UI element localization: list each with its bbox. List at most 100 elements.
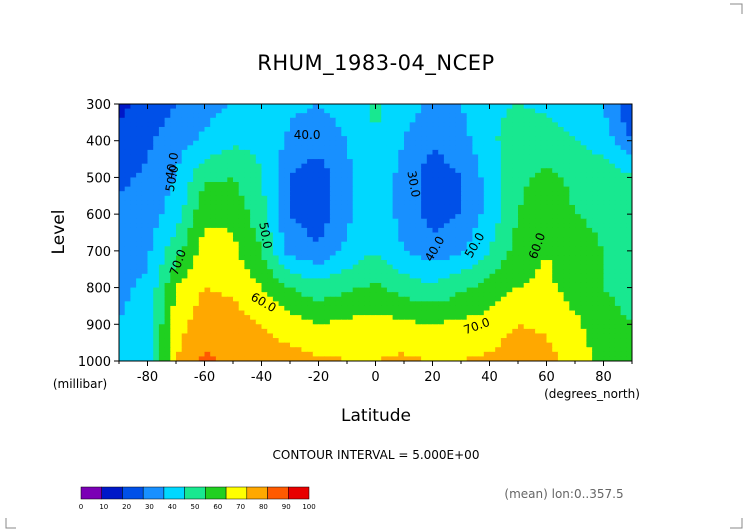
contour-cell [210, 324, 217, 330]
contour-cell [352, 310, 359, 316]
contour-cell [272, 195, 280, 201]
contour-cell [426, 319, 434, 325]
contour-cell [392, 278, 399, 284]
contour-cell [506, 296, 513, 302]
contour-cell [181, 182, 188, 188]
contour-cell [369, 273, 377, 279]
contour-cell [569, 172, 576, 179]
contour-cell [369, 232, 377, 238]
contour-cell [597, 149, 605, 156]
contour-cell [290, 200, 297, 206]
contour-cell [352, 356, 359, 361]
contour-cell [318, 260, 325, 266]
contour-cell [426, 305, 434, 312]
contour-cell [609, 186, 616, 192]
contour-cell [153, 154, 160, 160]
contour-cell [136, 108, 143, 114]
contour-cell [267, 237, 274, 243]
contour-cell [176, 168, 183, 174]
contour-cell [386, 172, 394, 179]
contour-cell [261, 356, 268, 361]
contour-cell [415, 310, 422, 316]
contour-cell [261, 223, 268, 229]
contour-cell [597, 204, 605, 211]
contour-cell [489, 255, 496, 261]
contour-cell [341, 315, 348, 321]
contour-cell [210, 342, 217, 348]
contour-cell [238, 154, 245, 160]
contour-cell [518, 319, 525, 325]
contour-cell [386, 108, 394, 114]
contour-cell [478, 200, 485, 206]
contour-cell [609, 104, 616, 110]
contour-cell [455, 237, 462, 243]
contour-cell [153, 246, 160, 252]
contour-cell [609, 241, 616, 247]
contour-cell [478, 191, 485, 197]
contour-cell [181, 292, 188, 298]
contour-cell [261, 319, 268, 325]
contour-cell [261, 273, 268, 279]
contour-cell [347, 255, 354, 261]
contour-cell [375, 186, 382, 192]
contour-cell [478, 177, 485, 183]
contour-cell [210, 131, 217, 137]
contour-cell [352, 260, 359, 266]
contour-cell [603, 278, 610, 284]
contour-cell [307, 218, 314, 224]
contour-cell [569, 104, 576, 110]
contour-cell [546, 122, 553, 128]
contour-cell [569, 347, 576, 353]
contour-cell [472, 342, 479, 348]
contour-cell [255, 131, 263, 137]
contour-cell [586, 351, 593, 358]
contour-cell [130, 218, 137, 224]
contour-cell [461, 342, 468, 348]
contour-cell [569, 255, 576, 261]
contour-cell [369, 264, 377, 270]
contour-cell [523, 338, 530, 344]
contour-cell [569, 282, 576, 289]
contour-cell [506, 347, 513, 353]
contour-cell [244, 260, 251, 266]
contour-cell [176, 218, 183, 224]
contour-cell [272, 163, 280, 169]
contour-cell [244, 126, 251, 133]
contour-cell [586, 209, 593, 215]
contour-cell [443, 342, 451, 348]
contour-cell [153, 301, 160, 307]
contour-cell [597, 287, 605, 293]
contour-cell [312, 342, 320, 348]
contour-cell [295, 200, 302, 206]
contour-cell [614, 117, 622, 123]
contour-cell [164, 131, 171, 137]
contour-cell [518, 154, 525, 160]
contour-cell [267, 149, 274, 156]
contour-cell [432, 182, 439, 188]
contour-cell [158, 131, 166, 137]
contour-cell [506, 333, 513, 339]
contour-cell [124, 172, 131, 179]
contour-cell [176, 310, 183, 316]
contour-cell [244, 177, 251, 183]
contour-cell [626, 223, 632, 229]
contour-cell [215, 246, 223, 252]
contour-cell [569, 250, 576, 257]
contour-cell [426, 260, 434, 266]
contour-cell [500, 104, 508, 110]
contour-cell [164, 305, 171, 312]
contour-cell [119, 149, 126, 156]
contour-cell [301, 209, 308, 215]
contour-cell [478, 126, 485, 133]
contour-cell [335, 260, 342, 266]
contour-cell [233, 324, 240, 330]
contour-cell [529, 319, 536, 325]
contour-cell [136, 333, 143, 339]
contour-cell [461, 200, 468, 206]
contour-cell [153, 163, 160, 169]
contour-cell [500, 195, 508, 201]
contour-cell [404, 287, 411, 293]
contour-cell [426, 163, 434, 169]
contour-cell [347, 305, 354, 312]
contour-cell [529, 131, 536, 137]
